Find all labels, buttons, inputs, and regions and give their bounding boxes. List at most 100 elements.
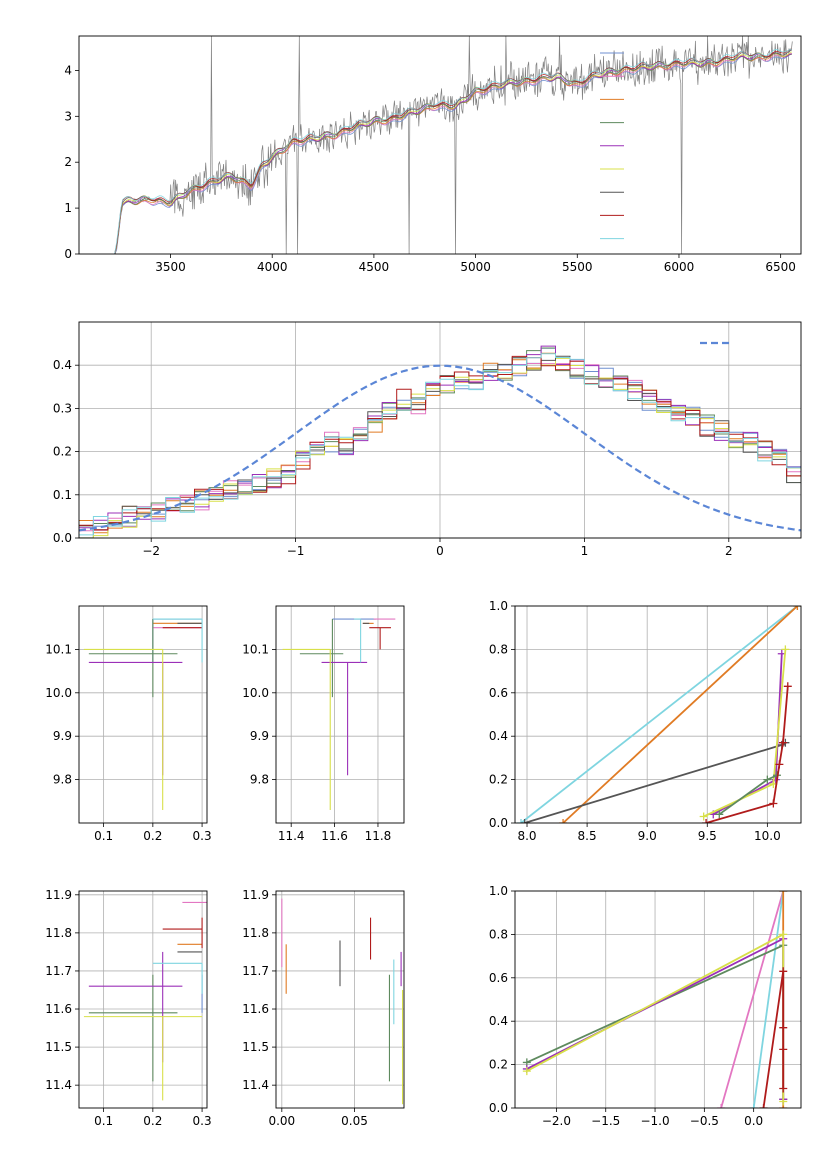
x-tick-label: 0.1 [94,1114,113,1128]
y-tick-label: 0.0 [489,1101,508,1115]
panel-spectrum: 3500 4000 4500 5000 5500 6000 6500 0 1 2 3 4 [64,35,802,274]
plot-area [83,901,207,1101]
axes-frame [275,890,405,1109]
x-tick-label: 9.0 [638,829,657,843]
y-tick-label: 10.0 [45,686,72,700]
panel-age-vs-mass: 11.4 11.6 11.8 9.8 9.9 10.0 10.1 [242,605,405,843]
x-tick-label: 0.1 [94,829,113,843]
x-tick-label: 4500 [359,260,390,274]
y-tick-label: 0.8 [489,642,508,656]
axes-frame [514,605,802,824]
y-tick-label: 11.9 [45,888,72,902]
weight-marker [775,760,784,769]
y-tick-label: 0.4 [489,1014,508,1028]
axes-frame [78,321,802,539]
x-tick-label: −2.0 [542,1114,571,1128]
y-tick-label: 10.1 [242,642,269,656]
y-tick-label: 9.8 [53,773,72,787]
histogram-kroupa-stelib [79,353,801,536]
weight-marker [778,738,787,747]
weight-marker [779,1084,788,1093]
y-tick-label: 3 [64,109,72,123]
y-tick-label: 0.1 [53,488,72,502]
weight-marker [559,819,568,823]
plot-area [517,606,801,823]
axes-frame [78,605,208,824]
x-tick-label: 2 [725,544,733,558]
weight-line-kroupa-miles [562,606,799,823]
y-tick-label: 11.7 [242,964,269,978]
axes-frame [78,35,802,255]
model-chabrier-miles [114,53,792,254]
weight-line-kroupa-stelib [520,606,798,823]
panel-age-vs-Z: 0.1 0.2 0.3 9.8 9.9 10.0 10.1 [45,605,212,843]
x-tick-label: 6000 [664,260,695,274]
y-tick-label: 0.0 [53,531,72,545]
x-tick-label: −2 [142,544,160,558]
weight-line-kroupa-elodie [703,649,787,818]
x-tick-label: 0.3 [193,829,212,843]
x-tick-label: 0.3 [193,1114,212,1128]
weight-marker [715,810,724,819]
y-tick-label: 11.8 [45,926,72,940]
x-tick-label: 8.0 [517,829,536,843]
weight-marker [779,967,788,976]
x-tick-label: 0.2 [143,1114,162,1128]
x-tick-label: 11.6 [321,829,348,843]
y-tick-label: 1.0 [489,884,508,898]
y-tick-label: 4 [64,63,72,77]
y-tick-label: 11.9 [242,888,269,902]
x-tick-label: −1.0 [640,1114,669,1128]
model-salpeter-miles [114,53,792,254]
weight-marker [793,606,801,610]
weight-marker [779,1023,788,1032]
x-tick-label: 0.2 [143,829,162,843]
x-tick-label: 11.8 [365,829,392,843]
weight-marker [783,682,792,691]
x-tick-label: 0 [436,544,444,558]
plot-area [79,345,801,538]
plot-area [282,618,396,810]
axes-frame [275,605,405,824]
weight-marker [781,645,790,654]
model-salpeter-elodie [114,52,792,254]
x-tick-label: −1.5 [591,1114,620,1128]
y-tick-label: 10.1 [45,642,72,656]
x-tick-label: 5500 [562,260,593,274]
weight-marker [522,1067,531,1076]
weight-marker [749,1104,758,1108]
weight-marker [759,1104,768,1108]
y-tick-label: 11.7 [45,964,72,978]
x-tick-label: 0.05 [341,1114,368,1128]
y-tick-label: 1.0 [489,599,508,613]
x-tick-label: 0.00 [268,1114,295,1128]
model-salpeter-stelib [114,48,792,254]
x-tick-label: 1 [581,544,589,558]
panel-weight-vs-Z: −2.0 −1.5 −1.0 −0.5 0.0 0.0 0.2 0.4 0.6 0.8 1.0 [489,884,802,1128]
model-kroupa-miles [114,52,792,254]
plot-area [114,36,793,254]
plot-area [522,891,788,1108]
axes-frame [78,890,208,1109]
y-tick-label: 9.9 [250,729,269,743]
panel-weight-vs-age: 8.0 8.5 9.0 9.5 10.0 0.0 0.2 0.4 0.6 0.8 1.0 [489,599,802,843]
legend [600,52,624,240]
observed-spectrum [114,36,793,254]
panel-residuals: −2 −1 0 1 2 0.0 0.1 0.2 0.3 0.4 [53,321,802,558]
weight-line-salpeter-stelib [762,971,785,1108]
y-tick-label: 0.6 [489,686,508,700]
weight-marker [769,799,778,808]
model-chabrier-stelib [114,49,792,254]
x-tick-label: 0.0 [744,1114,763,1128]
weight-marker [779,1045,788,1054]
weight-marker [702,819,711,823]
y-tick-label: 11.4 [45,1078,72,1092]
y-tick-label: 11.5 [45,1040,72,1054]
x-tick-label: 3500 [155,260,186,274]
axes-frame [514,890,802,1109]
x-tick-label: 4000 [257,260,288,274]
gaussian-curve [79,364,801,532]
x-tick-label: 6500 [765,260,796,274]
x-tick-label: 9.5 [698,829,717,843]
